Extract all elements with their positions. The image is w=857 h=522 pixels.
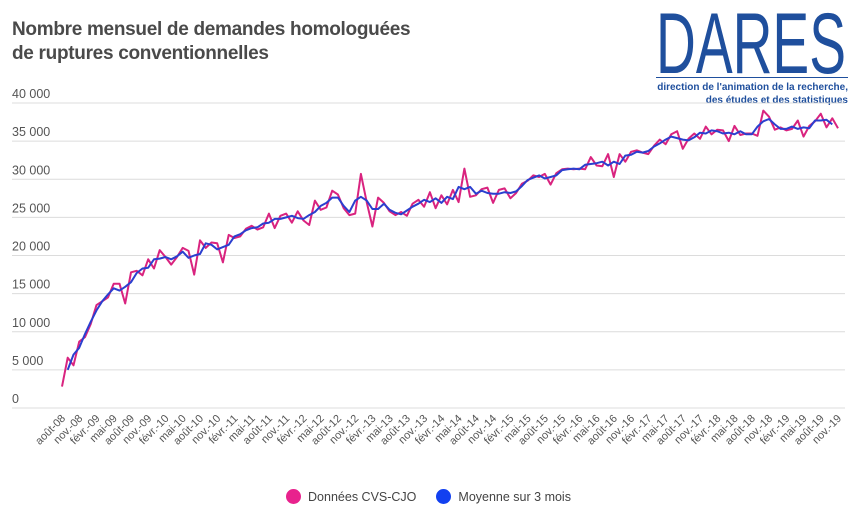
y-tick-label: 5 000: [12, 354, 43, 368]
logo-subtitle-line1: direction de l'animation de la recherche…: [657, 82, 848, 93]
chart-title-line2: de ruptures conventionnelles: [12, 43, 269, 64]
y-tick-label: 40 000: [12, 87, 50, 101]
logo-subtitle-line2: des études et des statistiques: [705, 95, 848, 106]
y-tick-label: 0: [12, 392, 19, 406]
y-tick-label: 25 000: [12, 201, 50, 215]
legend-label: Données CVS-CJO: [308, 489, 417, 504]
logo-divider: [656, 77, 848, 78]
chart-title: Nombre mensuel de demandes homologuées d…: [12, 18, 411, 66]
legend-label: Moyenne sur 3 mois: [458, 489, 571, 504]
series-line-cvs-cjo: [61, 109, 839, 387]
dares-logo: DARES: [652, 0, 850, 110]
chart-title-line1: Nombre mensuel de demandes homologuées: [12, 19, 411, 40]
legend-item-moyenne-3-mois[interactable]: Moyenne sur 3 mois: [436, 489, 571, 504]
y-tick-label: 35 000: [12, 125, 50, 139]
logo-wordmark: DARES: [656, 0, 846, 78]
y-tick-label: 20 000: [12, 240, 50, 254]
legend-marker-pink: [286, 489, 302, 504]
series-line-moyenne-3-mois: [66, 118, 833, 371]
logo-wordmark-graphic: DARES: [656, 0, 846, 78]
y-tick-label: 30 000: [12, 163, 50, 177]
legend-marker-blue: [436, 489, 452, 504]
y-tick-label: 10 000: [12, 316, 50, 330]
legend: Données CVS-CJO Moyenne sur 3 mois: [0, 489, 857, 504]
logo-subtitle: direction de l'animation de la recherche…: [657, 81, 848, 107]
legend-item-cvs-cjo[interactable]: Données CVS-CJO: [286, 489, 416, 504]
y-tick-label: 15 000: [12, 278, 50, 292]
